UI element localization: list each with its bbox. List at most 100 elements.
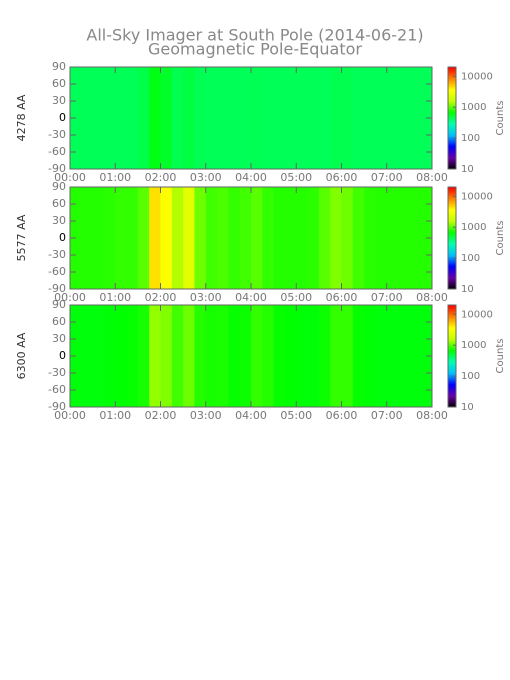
y-tick-label: 0: [59, 349, 66, 362]
heat-cell: [228, 67, 241, 169]
colorbar-segment: [448, 121, 456, 124]
heat-cell: [307, 187, 320, 289]
colorbar-segment: [448, 396, 456, 399]
x-tick-label: 07:00: [371, 409, 403, 422]
heat-cell: [183, 305, 195, 407]
y-tick-label: -30: [48, 128, 66, 141]
y-tick-label: -60: [48, 383, 66, 396]
colorbar-segment: [448, 214, 456, 217]
heat-cell: [318, 187, 331, 289]
heat-cell: [205, 187, 218, 289]
heat-cell: [398, 67, 410, 169]
colorbar-segment: [448, 145, 456, 148]
y-tick-label: -30: [48, 366, 66, 379]
colorbar-segment: [448, 221, 456, 224]
y-tick-label: -90: [48, 162, 66, 175]
colorbar-segment: [448, 207, 456, 210]
colorbar-segment: [448, 265, 456, 268]
colorbar-segment: [448, 347, 456, 350]
heat-cell: [239, 67, 252, 169]
heat-cell: [318, 305, 331, 407]
x-tick-label: 05:00: [280, 291, 312, 304]
heat-cell: [81, 305, 94, 407]
colorbar-segment: [448, 244, 456, 247]
colorbar-segment: [448, 266, 456, 269]
x-tick-label: 06:00: [326, 409, 358, 422]
colorbar-segment: [448, 322, 456, 325]
heat-cell: [194, 305, 207, 407]
colorbar-tick-label: 1000: [461, 340, 486, 351]
colorbar-tick-label: 100: [461, 371, 480, 382]
heat-cell: [228, 187, 241, 289]
colorbar-segment: [448, 162, 456, 165]
colorbar-segment: [448, 313, 456, 316]
colorbar-segment: [448, 234, 456, 237]
colorbar-segment: [448, 158, 456, 161]
heat-cell: [409, 67, 422, 169]
colorbar-segment: [448, 344, 456, 347]
colorbar-segment: [448, 187, 456, 190]
y-tick-label: -90: [48, 400, 66, 413]
heat-cell: [273, 187, 286, 289]
y-tick-label: -60: [48, 145, 66, 158]
colorbar-segment: [448, 258, 456, 261]
x-tick-label: 04:00: [235, 409, 267, 422]
heat-cell: [375, 305, 388, 407]
colorbar-segment: [448, 118, 456, 121]
colorbar-segment: [448, 333, 456, 336]
heat-cell: [284, 305, 297, 407]
heat-cell: [262, 305, 275, 407]
colorbar-segment: [448, 109, 456, 112]
heat-cell: [160, 67, 173, 169]
colorbar-segment: [448, 116, 456, 119]
heat-cell: [409, 187, 422, 289]
colorbar-segment: [448, 283, 456, 286]
colorbar-segment: [448, 119, 456, 122]
colorbar-segment: [448, 133, 456, 136]
colorbar-segment: [448, 97, 456, 100]
colorbar-segment: [448, 192, 456, 195]
colorbar-frame: [447, 304, 457, 408]
heat-cell: [386, 187, 399, 289]
heat-cell: [149, 67, 161, 169]
colorbar-segment: [448, 82, 456, 85]
heat-cell: [217, 187, 229, 289]
colorbar-segment: [448, 155, 456, 158]
heat-cell: [171, 67, 184, 169]
colorbar-segment: [448, 390, 456, 393]
x-tick-label: 05:00: [280, 171, 312, 184]
heat-cell: [341, 67, 354, 169]
colorbar-segment: [448, 123, 456, 126]
heat-cell: [92, 67, 105, 169]
heat-cell: [126, 187, 139, 289]
colorbar-segment: [448, 398, 456, 401]
colorbar-segment: [448, 384, 456, 387]
x-tick-label: 02:00: [145, 409, 177, 422]
colorbar-segment: [448, 209, 456, 212]
heat-cell: [307, 67, 320, 169]
heat-cell: [296, 187, 309, 289]
colorbar-segment: [448, 332, 456, 335]
x-tick-label: 02:00: [145, 291, 177, 304]
heat-cell: [103, 187, 116, 289]
colorbar-segment: [448, 222, 456, 225]
y-tick-label: 60: [52, 77, 66, 90]
heat-cell: [171, 187, 184, 289]
colorbar-segment: [448, 85, 456, 88]
colorbar-segment: [448, 364, 456, 367]
heat-cell: [194, 67, 207, 169]
colorbar-segment: [448, 163, 456, 166]
colorbar-tick-label: 10000: [461, 191, 493, 202]
heat-cell: [251, 67, 263, 169]
heat-cell: [149, 305, 161, 407]
heat-cell: [330, 187, 342, 289]
y-tick-label: 90: [52, 298, 66, 311]
colorbar-segment: [448, 104, 456, 107]
y-tick-label: 30: [52, 94, 66, 107]
colorbar-segment: [448, 253, 456, 256]
colorbar-segment: [448, 403, 456, 406]
colorbar-segment: [448, 381, 456, 384]
colorbar-segment: [448, 195, 456, 198]
heat-cell: [386, 67, 399, 169]
